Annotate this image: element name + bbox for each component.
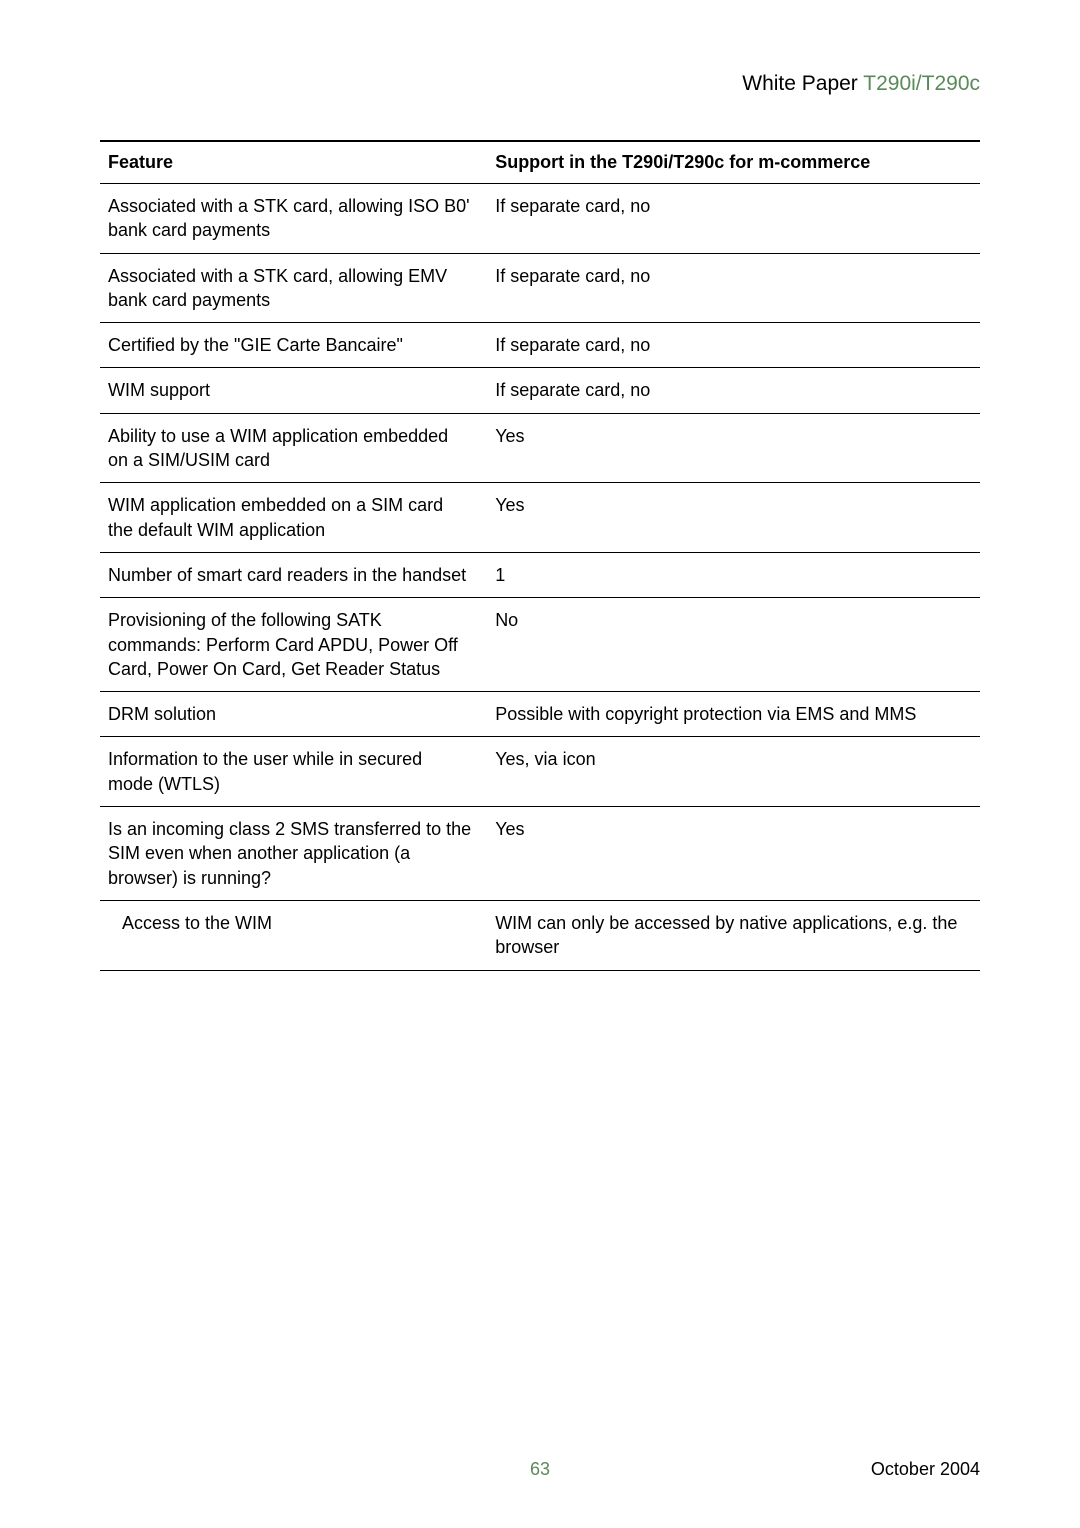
cell-support: Yes (487, 413, 980, 483)
table-body: Associated with a STK card, allowing ISO… (100, 184, 980, 971)
feature-table: Feature Support in the T290i/T290c for m… (100, 140, 980, 971)
page-footer: 63 October 2004 (100, 1459, 980, 1480)
cell-support: No (487, 598, 980, 692)
table-header-row: Feature Support in the T290i/T290c for m… (100, 141, 980, 184)
table-row: Associated with a STK card, allowing ISO… (100, 184, 980, 254)
header-model: T290i/T290c (863, 72, 980, 95)
cell-feature: Information to the user while in secured… (100, 737, 487, 807)
cell-support: If separate card, no (487, 253, 980, 323)
table-row: Is an incoming class 2 SMS transferred t… (100, 807, 980, 901)
table-row: Provisioning of the following SATK comma… (100, 598, 980, 692)
footer-date: October 2004 (550, 1459, 980, 1480)
cell-feature: Provisioning of the following SATK comma… (100, 598, 487, 692)
table-row: WIM supportIf separate card, no (100, 368, 980, 413)
page-header: White Paper T290i/T290c (100, 72, 980, 96)
cell-support: Possible with copyright protection via E… (487, 692, 980, 737)
cell-feature: Access to the WIM (100, 900, 487, 970)
cell-feature: Certified by the "GIE Carte Bancaire" (100, 323, 487, 368)
header-prefix: White Paper (742, 72, 863, 95)
cell-support: Yes (487, 807, 980, 901)
table-row: DRM solutionPossible with copyright prot… (100, 692, 980, 737)
table-row: Certified by the "GIE Carte Bancaire"If … (100, 323, 980, 368)
cell-feature: Ability to use a WIM application embedde… (100, 413, 487, 483)
table-row: Ability to use a WIM application embedde… (100, 413, 980, 483)
cell-feature: Is an incoming class 2 SMS transferred t… (100, 807, 487, 901)
cell-feature: WIM support (100, 368, 487, 413)
page-number: 63 (530, 1459, 550, 1480)
page-container: White Paper T290i/T290c Feature Support … (0, 0, 1080, 1528)
cell-feature: WIM application embedded on a SIM card t… (100, 483, 487, 553)
cell-feature: Associated with a STK card, allowing EMV… (100, 253, 487, 323)
cell-support: If separate card, no (487, 368, 980, 413)
col-feature: Feature (100, 141, 487, 184)
cell-support: If separate card, no (487, 323, 980, 368)
table-row: Access to the WIMWIM can only be accesse… (100, 900, 980, 970)
table-row: WIM application embedded on a SIM card t… (100, 483, 980, 553)
cell-support: If separate card, no (487, 184, 980, 254)
cell-support: 1 (487, 552, 980, 597)
cell-support: Yes (487, 483, 980, 553)
cell-feature: Number of smart card readers in the hand… (100, 552, 487, 597)
cell-feature: DRM solution (100, 692, 487, 737)
table-row: Associated with a STK card, allowing EMV… (100, 253, 980, 323)
footer-inner: 63 October 2004 (100, 1459, 980, 1480)
cell-feature: Associated with a STK card, allowing ISO… (100, 184, 487, 254)
table-row: Information to the user while in secured… (100, 737, 980, 807)
cell-support: Yes, via icon (487, 737, 980, 807)
table-row: Number of smart card readers in the hand… (100, 552, 980, 597)
col-support: Support in the T290i/T290c for m-commerc… (487, 141, 980, 184)
cell-support: WIM can only be accessed by native appli… (487, 900, 980, 970)
